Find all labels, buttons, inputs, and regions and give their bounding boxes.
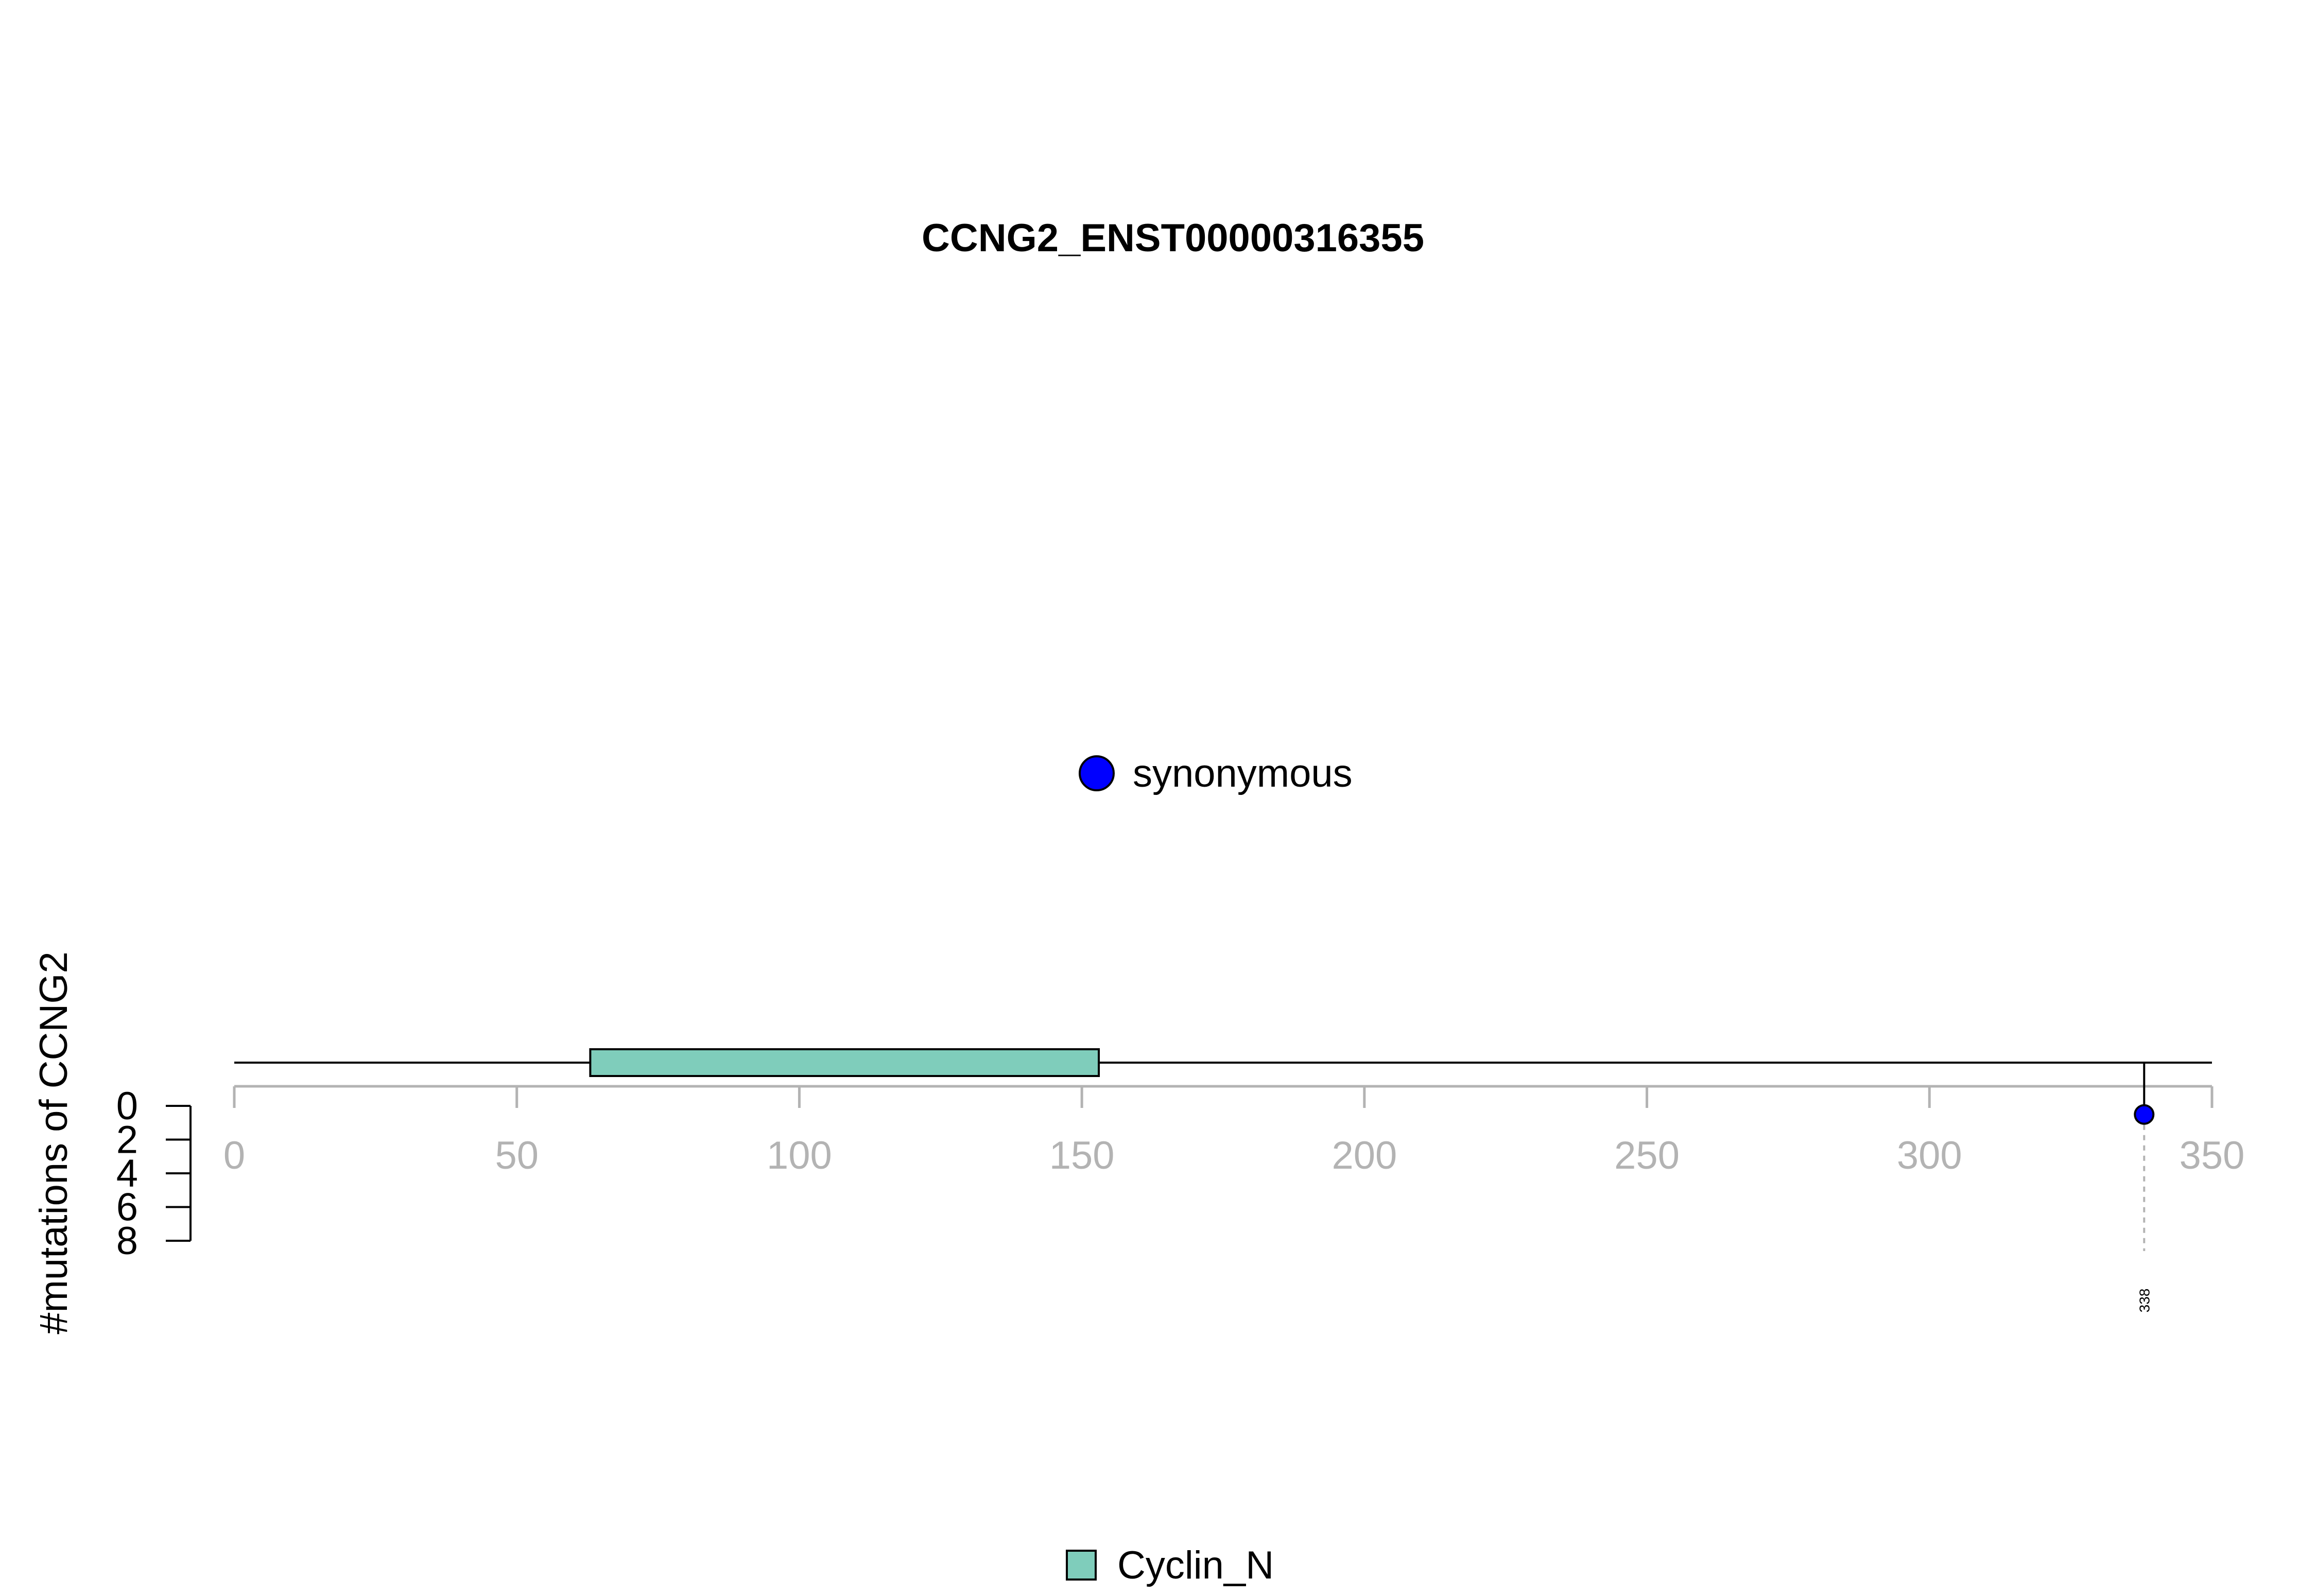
y-axis-tick-label: 2 (116, 1118, 138, 1162)
x-axis-tick-label: 100 (767, 1134, 832, 1177)
x-axis-tick-label: 250 (1614, 1134, 1680, 1177)
x-axis-tick-label: 0 (223, 1134, 245, 1177)
y-axis-tick-label: 4 (116, 1152, 138, 1195)
legend-synonymous-label: synonymous (1133, 752, 1353, 795)
legend-cyclin-n-label: Cyclin_N (1117, 1543, 1274, 1587)
y-axis-tick-label: 0 (116, 1084, 138, 1128)
x-axis-tick-label: 200 (1332, 1134, 1397, 1177)
legend-synonymous-marker (1079, 755, 1115, 791)
x-axis-tick-label: 300 (1897, 1134, 1962, 1177)
mutation-legend: synonymous (1079, 752, 1353, 795)
mutation-layer: 338 (2134, 1063, 2155, 1313)
mutation-position-label: 338 (2136, 1289, 2152, 1313)
mutation-point-synonymous (2134, 1104, 2155, 1125)
x-axis-tick-label: 350 (2180, 1134, 2245, 1177)
legend-cyclin-n-swatch (1066, 1550, 1097, 1581)
x-axis-tick-label: 50 (495, 1134, 539, 1177)
y-axis-tick-label: 8 (116, 1219, 138, 1263)
domain-layer (589, 1048, 1100, 1077)
x-axis: 0 50 100 150 200 250 300 350 (223, 1085, 2245, 1177)
domain-legend: Cyclin_N (1066, 1543, 1274, 1587)
y-axis-tick-label: 6 (116, 1186, 138, 1229)
domain-box-cyclin-n (589, 1048, 1100, 1077)
y-axis-label: #mutations of CCNG2 (32, 951, 76, 1334)
chart-title: CCNG2_ENST00000316355 (922, 216, 1424, 260)
x-axis-tick-label: 150 (1049, 1134, 1115, 1177)
